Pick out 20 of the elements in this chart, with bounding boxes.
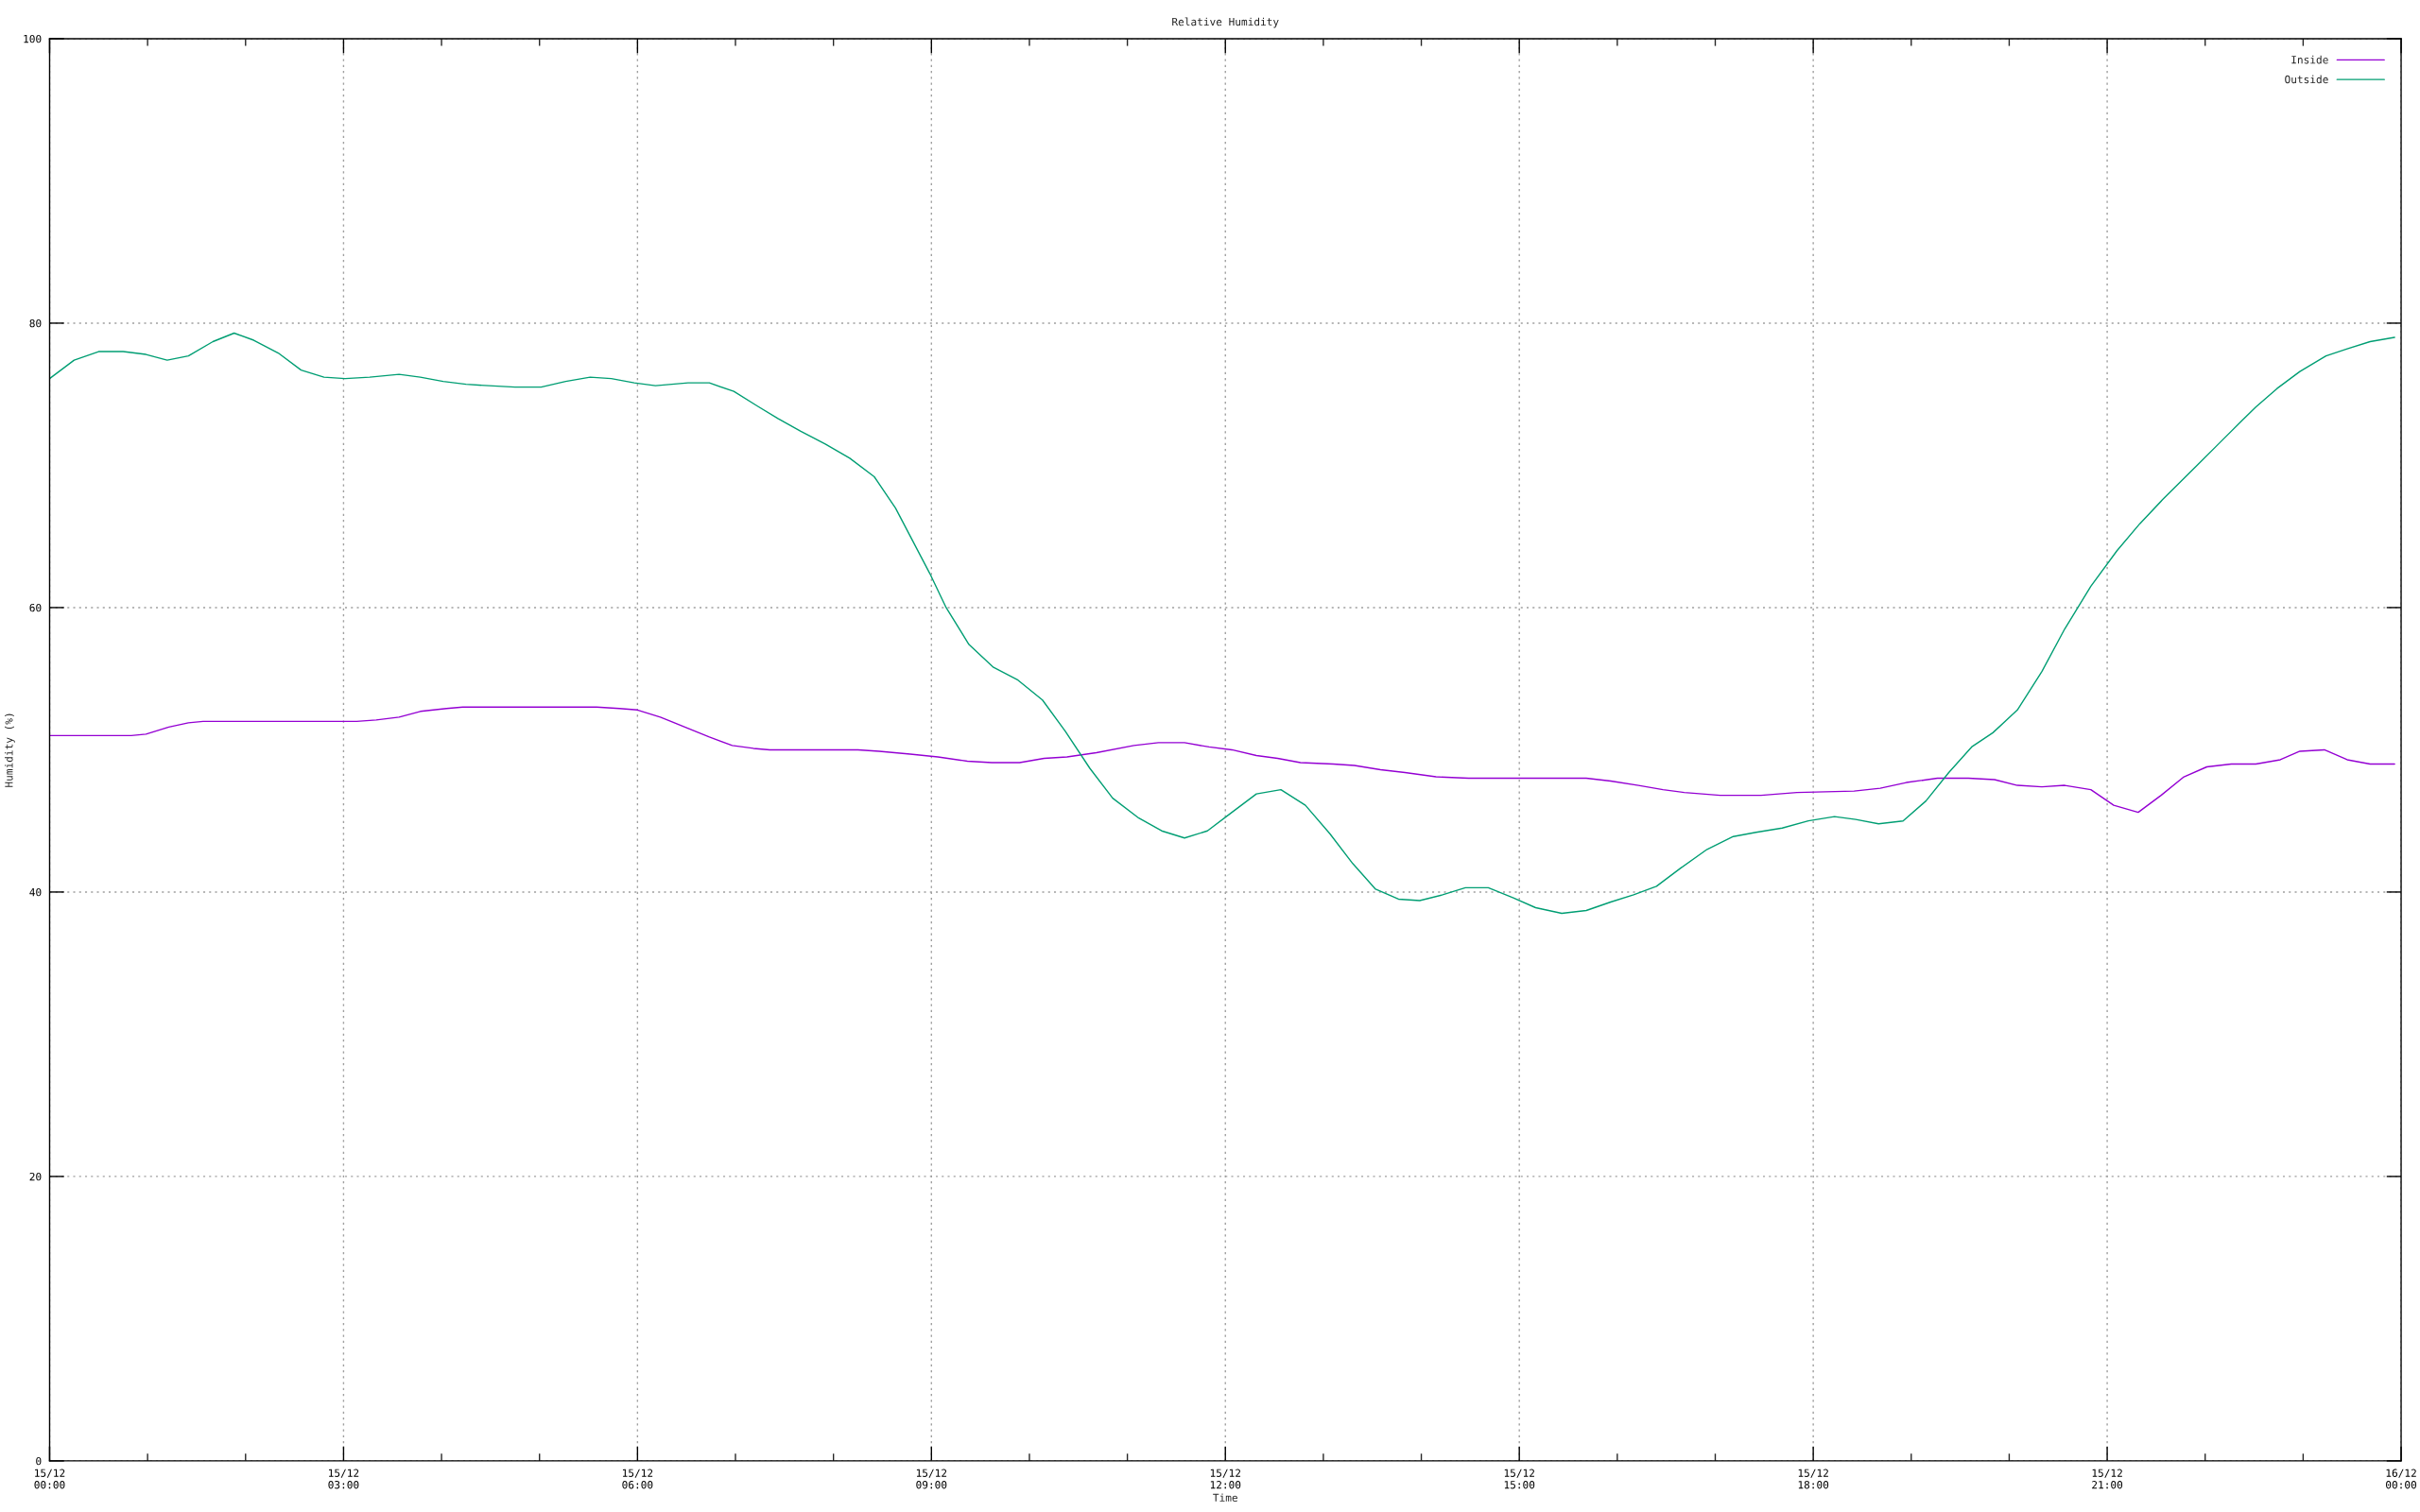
y-tick-label: 60 — [29, 603, 42, 612]
x-tick-label: 15/12 12:00 — [1210, 1469, 1241, 1489]
legend-label: Outside — [2285, 75, 2328, 84]
x-tick-label: 15/12 03:00 — [328, 1469, 359, 1489]
x-tick-label: 15/12 06:00 — [622, 1469, 653, 1489]
x-axis-title: Time — [1213, 1493, 1237, 1503]
x-tick-label: 16/12 00:00 — [2386, 1469, 2417, 1489]
x-tick-label: 15/12 00:00 — [34, 1469, 65, 1489]
x-tick-label: 15/12 15:00 — [1504, 1469, 1535, 1489]
y-tick-label: 100 — [24, 34, 42, 43]
y-tick-label: 80 — [29, 318, 42, 328]
chart-title: Relative Humidity — [1172, 17, 1279, 28]
y-axis-title: Humidity (%) — [4, 713, 15, 787]
y-tick-label: 20 — [29, 1172, 42, 1181]
x-tick-label: 15/12 18:00 — [1798, 1469, 1829, 1489]
legend-label: Inside — [2291, 55, 2328, 64]
x-tick-label: 15/12 21:00 — [2092, 1469, 2123, 1489]
x-tick-label: 15/12 09:00 — [916, 1469, 947, 1489]
y-tick-label: 40 — [29, 887, 42, 897]
y-tick-label: 0 — [36, 1456, 42, 1466]
